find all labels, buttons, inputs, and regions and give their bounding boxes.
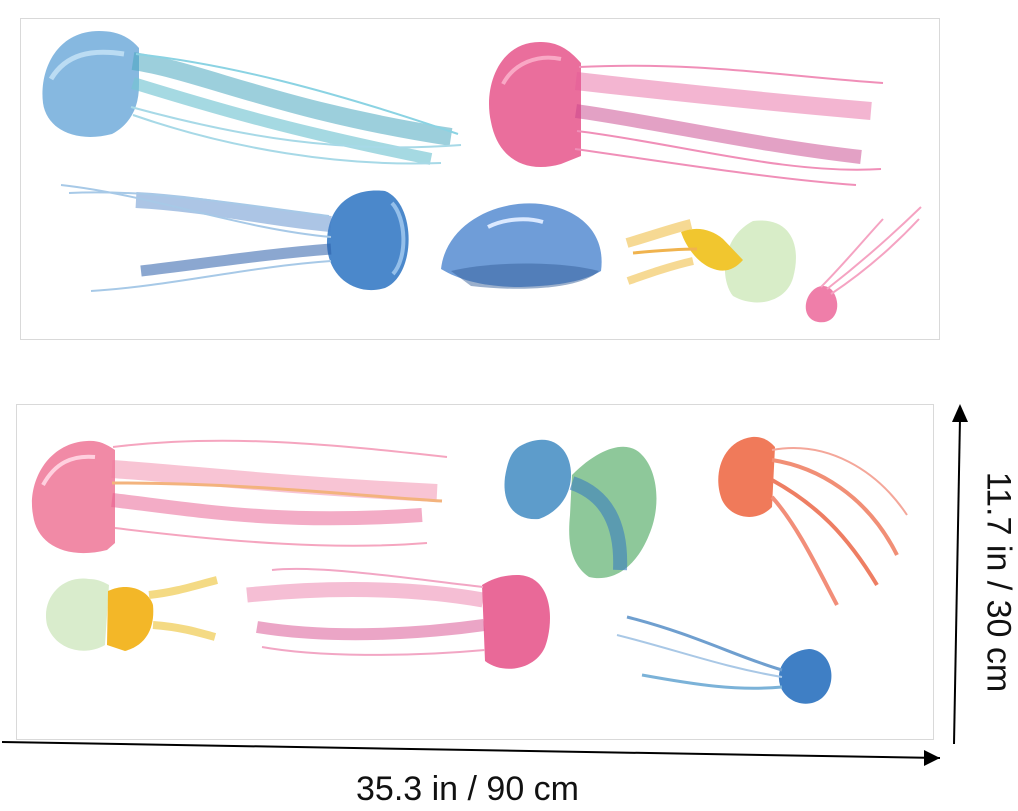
coral-jellyfish [718, 436, 908, 606]
small-pink-jellyfish [805, 206, 922, 323]
width-arrow-line [1, 741, 941, 759]
blue-jellyfish [42, 31, 462, 165]
green-jellyfish [504, 439, 657, 579]
bottom-jellyfish-illustrations [31, 436, 908, 704]
width-dimension-label: 35.3 in / 90 cm [356, 770, 580, 808]
pink-jellyfish [489, 41, 884, 186]
yellow-jellyfish [625, 219, 796, 303]
blue-jellyfish-reversed [60, 184, 409, 292]
sticker-sheet-top [20, 18, 940, 340]
sticker-sheet-bottom [16, 404, 934, 740]
height-dimension-label: 11.7 in / 30 cm [979, 471, 1018, 693]
width-arrowhead [924, 750, 940, 766]
height-arrow-line [953, 417, 961, 745]
yellow-jellyfish-small [45, 576, 218, 651]
blue-bell-jellyfish [441, 203, 602, 289]
pink-jellyfish-large [31, 439, 448, 554]
top-jellyfish-illustrations [42, 31, 922, 323]
height-arrowhead [952, 404, 968, 422]
small-blue-jellyfish [616, 615, 832, 704]
magenta-jellyfish [246, 567, 550, 669]
